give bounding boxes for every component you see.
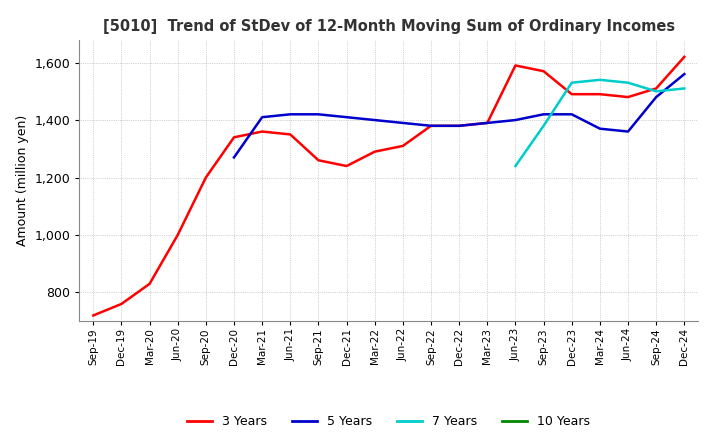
Title: [5010]  Trend of StDev of 12-Month Moving Sum of Ordinary Incomes: [5010] Trend of StDev of 12-Month Moving… — [103, 19, 675, 34]
Legend: 3 Years, 5 Years, 7 Years, 10 Years: 3 Years, 5 Years, 7 Years, 10 Years — [182, 410, 595, 433]
Y-axis label: Amount (million yen): Amount (million yen) — [16, 115, 29, 246]
